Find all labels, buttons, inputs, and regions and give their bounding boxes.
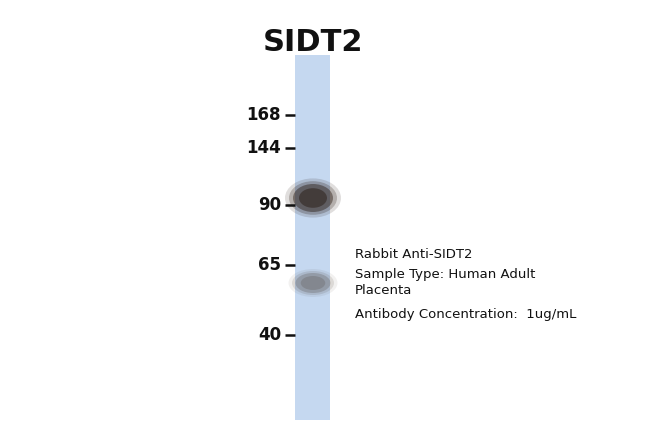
Ellipse shape bbox=[293, 184, 333, 212]
Ellipse shape bbox=[289, 269, 337, 297]
Ellipse shape bbox=[299, 188, 327, 208]
Ellipse shape bbox=[296, 273, 330, 293]
Text: Sample Type: Human Adult: Sample Type: Human Adult bbox=[355, 268, 536, 281]
Ellipse shape bbox=[301, 276, 325, 290]
Text: 90: 90 bbox=[258, 196, 281, 214]
Text: Antibody Concentration:  1ug/mL: Antibody Concentration: 1ug/mL bbox=[355, 308, 577, 321]
Ellipse shape bbox=[292, 271, 334, 295]
Text: Placenta: Placenta bbox=[355, 284, 412, 297]
Ellipse shape bbox=[289, 181, 337, 215]
Text: 144: 144 bbox=[246, 139, 281, 157]
Text: Rabbit Anti-SIDT2: Rabbit Anti-SIDT2 bbox=[355, 248, 473, 261]
Text: 65: 65 bbox=[258, 256, 281, 274]
Text: SIDT2: SIDT2 bbox=[263, 28, 363, 57]
Text: 40: 40 bbox=[258, 326, 281, 344]
Text: 168: 168 bbox=[246, 106, 281, 124]
Bar bbox=[295, 55, 330, 420]
Ellipse shape bbox=[285, 178, 341, 218]
